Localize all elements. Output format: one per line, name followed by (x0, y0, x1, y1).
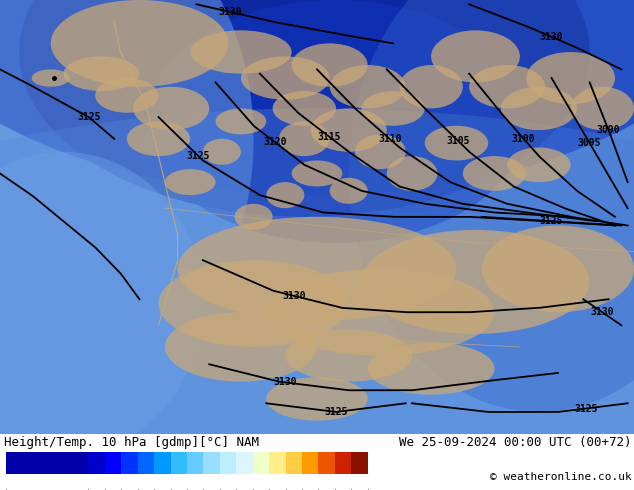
Text: 3125: 3125 (77, 112, 100, 122)
Bar (236, 452, 253, 475)
Text: 3125: 3125 (186, 151, 210, 161)
Ellipse shape (292, 160, 342, 187)
Bar (204, 452, 220, 475)
Ellipse shape (51, 0, 228, 87)
Text: 3100: 3100 (512, 133, 535, 144)
Ellipse shape (235, 204, 273, 230)
Text: 3095: 3095 (578, 138, 601, 148)
Text: 3130: 3130 (282, 291, 306, 301)
Ellipse shape (285, 330, 412, 382)
Text: 3125: 3125 (574, 403, 597, 414)
Bar (335, 452, 351, 475)
Ellipse shape (127, 122, 190, 156)
Text: © weatheronline.co.uk: © weatheronline.co.uk (489, 472, 631, 482)
Ellipse shape (425, 126, 488, 160)
Ellipse shape (361, 91, 425, 126)
Ellipse shape (266, 182, 304, 208)
Text: 3120: 3120 (264, 138, 287, 147)
Ellipse shape (216, 108, 266, 134)
Ellipse shape (463, 156, 526, 191)
Ellipse shape (0, 0, 634, 195)
Bar (89, 452, 105, 475)
Ellipse shape (311, 108, 387, 152)
Ellipse shape (399, 65, 463, 108)
Bar (138, 452, 154, 475)
Ellipse shape (266, 377, 368, 420)
Text: 3125: 3125 (324, 407, 347, 417)
Ellipse shape (146, 0, 526, 243)
Ellipse shape (203, 139, 241, 165)
Text: We 25-09-2024 00:00 UTC (00+72): We 25-09-2024 00:00 UTC (00+72) (399, 436, 631, 449)
Bar (302, 452, 318, 475)
Ellipse shape (482, 225, 634, 312)
Ellipse shape (279, 122, 330, 156)
Ellipse shape (501, 87, 577, 130)
Bar (187, 452, 204, 475)
Text: 3130: 3130 (590, 307, 614, 317)
Bar (285, 452, 302, 475)
Text: Height/Temp. 10 hPa [gdmp][°C] NAM: Height/Temp. 10 hPa [gdmp][°C] NAM (4, 436, 259, 449)
Text: 3130: 3130 (273, 377, 297, 388)
Text: 3110: 3110 (378, 134, 402, 144)
Ellipse shape (32, 70, 70, 87)
Bar (171, 452, 187, 475)
Ellipse shape (355, 134, 406, 169)
Bar (105, 452, 121, 475)
Bar (351, 452, 368, 475)
Ellipse shape (361, 230, 590, 334)
Bar (6, 452, 89, 475)
Ellipse shape (95, 78, 158, 113)
Bar (318, 452, 335, 475)
Ellipse shape (190, 30, 292, 74)
Ellipse shape (178, 217, 456, 321)
Ellipse shape (165, 312, 317, 382)
Ellipse shape (292, 44, 368, 87)
Ellipse shape (469, 65, 545, 108)
Ellipse shape (133, 87, 209, 130)
Ellipse shape (165, 169, 216, 195)
Ellipse shape (0, 152, 203, 455)
Text: 3105: 3105 (446, 136, 469, 146)
Ellipse shape (526, 52, 615, 104)
Text: 3090: 3090 (597, 125, 620, 135)
Text: 3130: 3130 (540, 32, 563, 42)
Ellipse shape (330, 65, 406, 108)
Bar (154, 452, 171, 475)
Text: 3130: 3130 (219, 7, 242, 17)
Ellipse shape (158, 260, 349, 347)
Bar (253, 452, 269, 475)
Ellipse shape (349, 0, 634, 412)
Ellipse shape (241, 56, 330, 100)
Ellipse shape (0, 108, 634, 490)
Ellipse shape (63, 56, 139, 91)
Text: 3115: 3115 (317, 131, 340, 142)
Ellipse shape (19, 0, 590, 217)
Bar (220, 452, 236, 475)
Ellipse shape (431, 30, 520, 82)
Ellipse shape (507, 147, 571, 182)
Ellipse shape (266, 269, 495, 356)
Ellipse shape (330, 178, 368, 204)
Ellipse shape (387, 156, 437, 191)
Text: 3125: 3125 (540, 216, 563, 226)
Bar (269, 452, 285, 475)
Ellipse shape (571, 87, 634, 130)
Bar (121, 452, 138, 475)
Ellipse shape (0, 0, 254, 377)
Ellipse shape (368, 343, 495, 394)
Ellipse shape (273, 91, 336, 126)
